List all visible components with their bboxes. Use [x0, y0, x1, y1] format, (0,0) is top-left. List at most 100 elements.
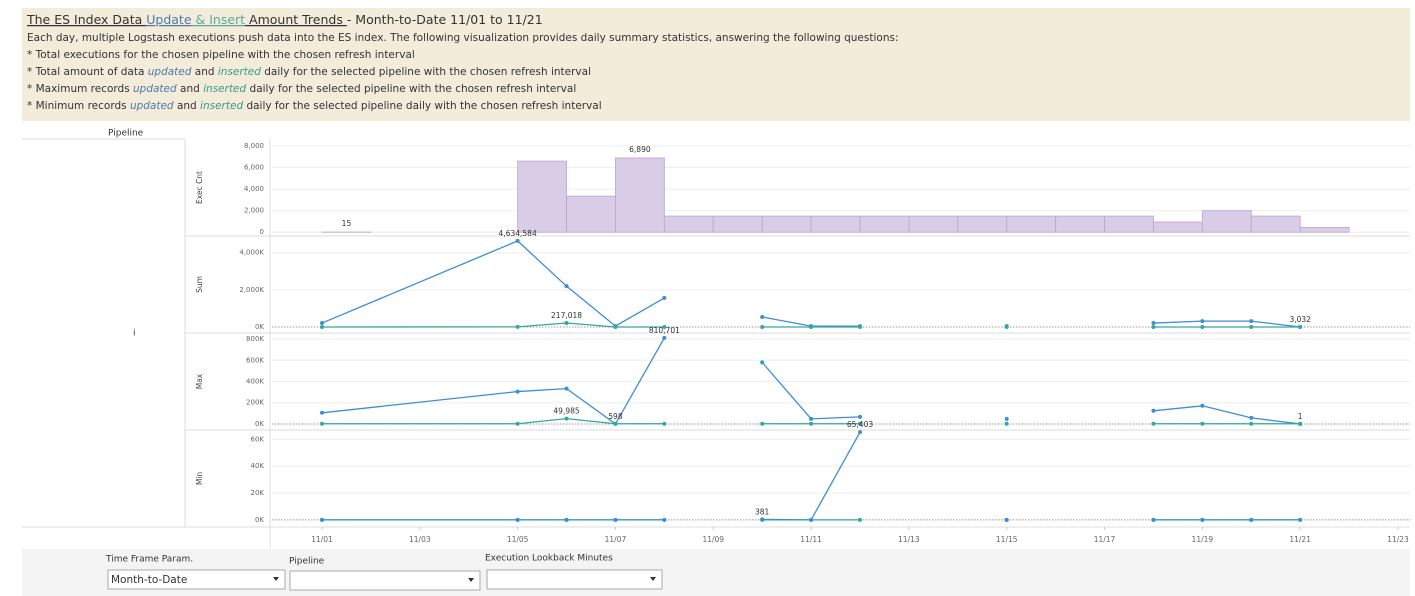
title-part: Update [146, 12, 192, 27]
point [1151, 321, 1156, 326]
y-tick-label: 4,000K [239, 249, 264, 257]
x-tick-label: 11/11 [800, 535, 822, 544]
point [1200, 403, 1205, 408]
description-line: Each day, multiple Logstash executions p… [27, 32, 898, 44]
y-axis-label: Exec Cnt [195, 171, 204, 204]
data-label: 49,985 [553, 407, 579, 416]
point [320, 321, 324, 326]
header: The ES Index Data Update & Insert Amount… [26, 12, 898, 113]
text-part: * Total amount of data [27, 66, 148, 78]
bar [1201, 210, 1252, 233]
description-line: * Total executions for the chosen pipeli… [27, 49, 415, 61]
point [1298, 517, 1303, 522]
y-tick-label: 0K [255, 323, 264, 331]
x-tick-label: 11/13 [898, 535, 920, 544]
text-part: and [191, 66, 217, 78]
y-tick-label: 4,000 [244, 185, 264, 193]
text-part: Each day, multiple Logstash executions p… [27, 32, 898, 44]
y-tick-label: 800K [246, 335, 264, 343]
point [858, 421, 862, 426]
bar [712, 215, 763, 233]
title-part: & Insert [192, 12, 246, 27]
text-part: and [174, 100, 200, 112]
line [322, 431, 1301, 521]
point [564, 386, 569, 391]
point [1004, 324, 1009, 329]
point [809, 324, 814, 329]
bar [1006, 215, 1057, 233]
x-tick-label: 11/15 [996, 535, 1018, 544]
point [1249, 319, 1254, 324]
bar [908, 215, 959, 233]
bar [859, 215, 910, 233]
text-part: inserted [218, 66, 261, 78]
x-tick-label: 11/21 [1289, 535, 1311, 544]
point [1151, 408, 1156, 413]
x-tick-label: 11/07 [605, 535, 627, 544]
bar [517, 160, 567, 233]
text-part: inserted [203, 83, 246, 95]
data-label: 4,634,584 [499, 229, 537, 238]
point [760, 517, 765, 522]
point [809, 517, 814, 522]
dropdown[interactable] [289, 570, 481, 591]
y-tick-label: 2,000K [239, 286, 264, 294]
text-part: updated [133, 83, 177, 95]
text-part: inserted [200, 100, 243, 112]
data-label: 598 [608, 412, 623, 421]
bar [810, 215, 861, 233]
point [515, 324, 520, 329]
y-tick-label: 400K [246, 378, 264, 386]
y-axis-label: Min [195, 472, 204, 486]
point [662, 335, 667, 340]
point [320, 421, 324, 426]
point [858, 324, 862, 329]
point [1298, 324, 1303, 329]
point [1151, 517, 1156, 522]
bar [566, 195, 616, 233]
point [1200, 517, 1205, 522]
point [760, 360, 765, 365]
point [1200, 324, 1205, 329]
title-part: Amount Trends [245, 12, 347, 27]
point [1004, 421, 1009, 426]
point [1249, 421, 1254, 426]
description-line: * Minimum records updated and inserted d… [27, 100, 602, 112]
point [320, 517, 324, 522]
y-axis-label: Sum [195, 276, 204, 293]
y-tick-label: 20K [251, 489, 265, 497]
y-tick-label: 8,000 [244, 142, 264, 150]
point [1249, 415, 1254, 420]
point [662, 295, 667, 300]
y-axis-label: Max [195, 373, 204, 389]
data-label: 6,890 [629, 145, 651, 154]
line [321, 240, 1301, 328]
point [613, 324, 618, 329]
bar [1250, 215, 1301, 233]
point [1151, 324, 1156, 329]
data-label: 1 [1298, 412, 1303, 421]
y-tick-label: 600K [246, 356, 264, 364]
point [515, 517, 520, 522]
y-tick-label: 0K [255, 516, 264, 524]
point [662, 421, 667, 426]
point [515, 389, 520, 394]
point [1298, 421, 1303, 426]
text-part: * Total executions for the chosen pipeli… [27, 49, 415, 61]
header-panel [22, 8, 1410, 121]
dropdown[interactable] [486, 569, 663, 590]
x-tick-label: 11/23 [1387, 535, 1409, 544]
pipeline-header: Pipeline [108, 129, 144, 139]
y-tick-label: 40K [251, 462, 265, 470]
point [858, 430, 862, 435]
data-label: 15 [342, 219, 352, 228]
title-part: The ES Index Data [26, 12, 146, 27]
text-part: * Maximum records [27, 83, 133, 95]
point [613, 421, 618, 426]
bar [1153, 221, 1203, 233]
control-label: Time Frame Param. [105, 555, 193, 565]
dropdown[interactable] [107, 569, 286, 590]
point [1200, 421, 1205, 426]
point [1200, 319, 1205, 324]
